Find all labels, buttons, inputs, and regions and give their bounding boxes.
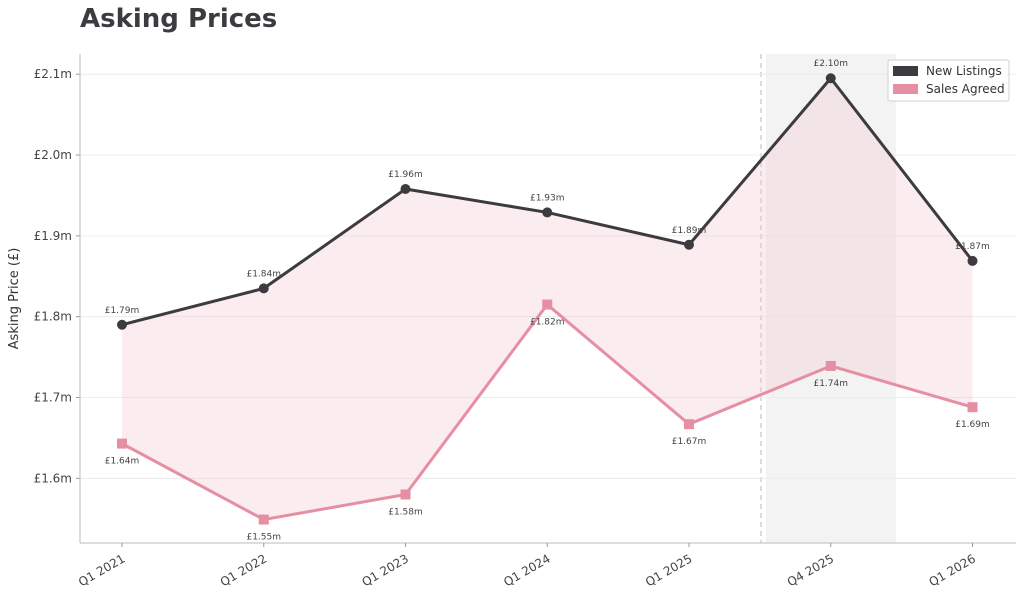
- fill-between-area: [122, 78, 973, 520]
- series-0-data-label: £1.89m: [672, 226, 707, 236]
- series-0-point: [542, 207, 553, 218]
- series-1-point: [400, 489, 411, 500]
- series-1-data-label: £1.74m: [813, 379, 848, 389]
- y-tick-label: £1.9m: [34, 229, 72, 243]
- x-tick-label: Q4 2025: [785, 551, 837, 589]
- series-1-data-label: £1.69m: [955, 420, 990, 430]
- x-tick-label: Q1 2024: [501, 551, 553, 589]
- legend-swatch: [893, 66, 918, 76]
- series-1-point: [117, 438, 127, 449]
- legend-label: Sales Agreed: [926, 82, 1005, 96]
- series-0-data-label: £2.10m: [813, 59, 848, 69]
- series-1-data-label: £1.58m: [388, 508, 423, 518]
- y-axis-title: Asking Price (£): [7, 248, 22, 350]
- series-0-point: [825, 73, 836, 84]
- series-0-point: [258, 283, 269, 294]
- y-tick-label: £2.1m: [34, 67, 72, 81]
- series-0-point: [117, 319, 127, 330]
- y-tick-label: £1.8m: [34, 310, 72, 324]
- series-1-point: [684, 419, 694, 430]
- legend: New Listings Sales Agreed: [887, 59, 1010, 102]
- series-0-point: [684, 239, 694, 250]
- series-0-data-label: £1.79m: [105, 306, 140, 316]
- y-tick-label: £1.6m: [34, 471, 72, 485]
- legend-label: New Listings: [926, 64, 1002, 78]
- series-0-point: [400, 183, 411, 194]
- series-1-data-label: £1.82m: [530, 318, 565, 328]
- series-0-data-label: £1.96m: [388, 170, 423, 180]
- y-tick-label: £2.0m: [34, 148, 72, 162]
- x-tick-label: Q1 2025: [643, 551, 695, 589]
- series-1-data-label: £1.55m: [246, 533, 281, 543]
- series-1-point: [542, 299, 553, 310]
- chart-title: Asking Prices: [80, 4, 278, 34]
- series-1-point: [967, 402, 978, 413]
- series-1-data-label: £1.64m: [105, 457, 140, 467]
- series-0-data-label: £1.84m: [246, 269, 281, 279]
- series-0-point: [967, 255, 978, 266]
- y-tick-label: £1.7m: [34, 391, 72, 405]
- series-1-point: [258, 514, 269, 525]
- series-1-point: [825, 360, 836, 371]
- legend-box: [887, 59, 1010, 102]
- series-0-data-label: £1.87m: [955, 242, 990, 252]
- x-tick-label: Q1 2022: [218, 551, 270, 589]
- legend-swatch: [893, 84, 918, 94]
- series-1-data-label: £1.67m: [672, 437, 707, 447]
- series-0-data-label: £1.93m: [530, 193, 565, 203]
- x-tick-label: Q1 2026: [926, 551, 978, 589]
- x-tick-label: Q1 2023: [359, 551, 411, 589]
- x-tick-label: Q1 2021: [76, 551, 128, 589]
